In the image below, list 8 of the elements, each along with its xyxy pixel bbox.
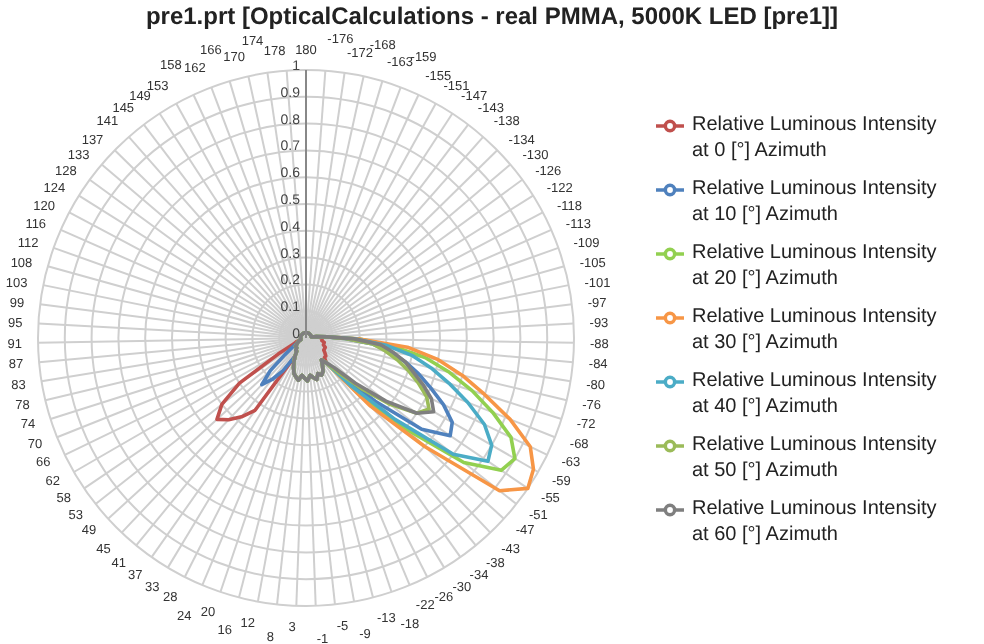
legend-label: Relative Luminous Intensity at 30 [°] Azimuth [692,304,939,356]
legend-label: Relative Luminous Intensity at 60 [°] Azimuth [692,496,939,548]
legend-label: Relative Luminous Intensity at 0 [°] Azimuth [692,112,939,164]
legend-label: Relative Luminous Intensity at 20 [°] Azimuth [692,240,939,292]
legend-label: Relative Luminous Intensity at 50 [°] Azimuth [692,432,939,484]
chart-title: pre1.prt [OpticalCalculations - real PMMA, 5000K LED [pre1]] [143,2,841,30]
legend-label: Relative Luminous Intensity at 10 [°] Azimuth [692,176,939,228]
legend-label: Relative Luminous Intensity at 40 [°] Azimuth [692,368,939,420]
